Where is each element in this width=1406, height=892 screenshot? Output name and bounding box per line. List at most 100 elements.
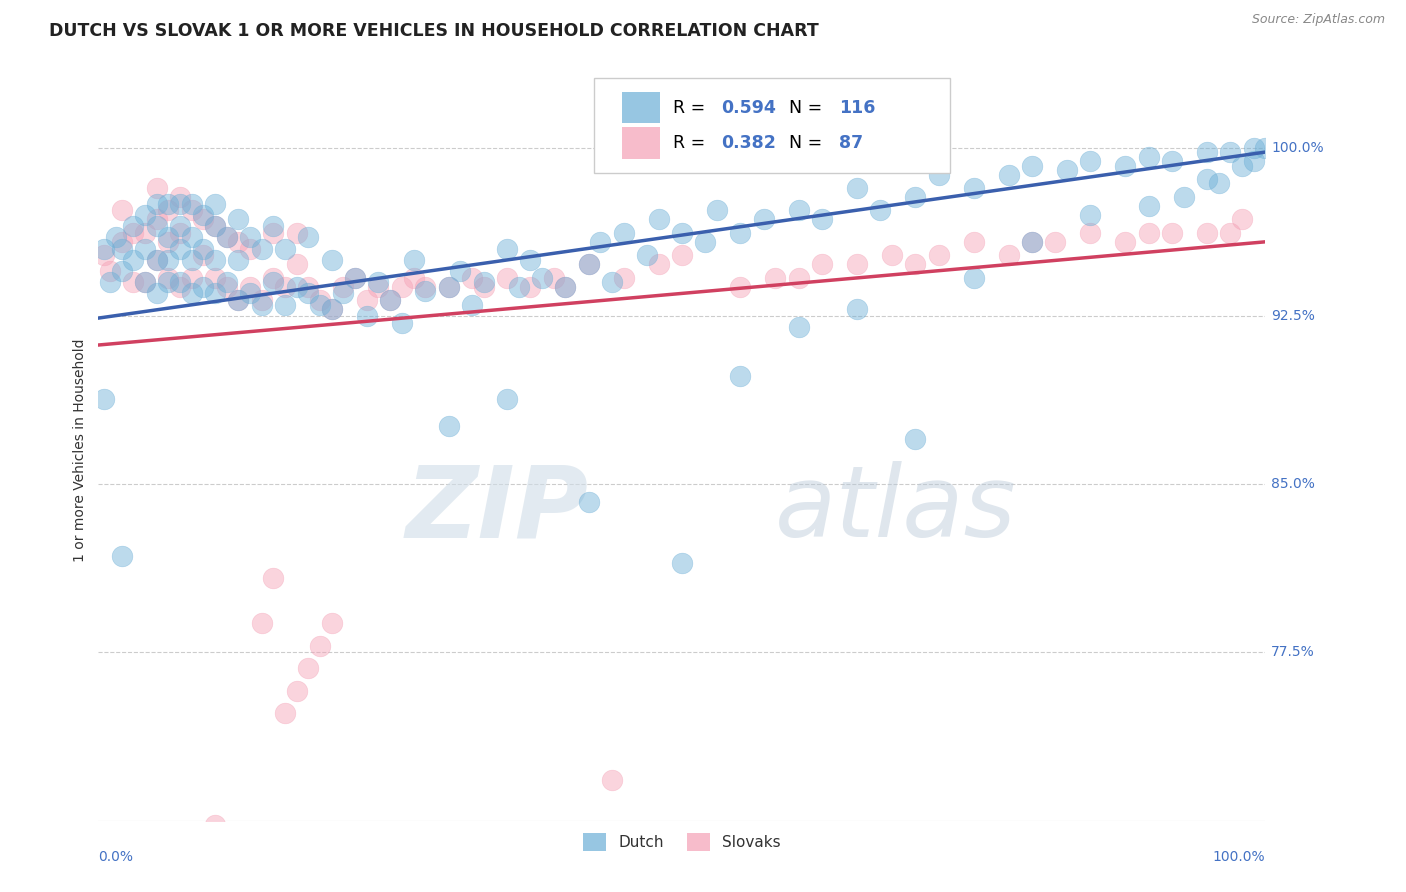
Point [530,270,553,285]
Legend: Dutch, Slovaks: Dutch, Slovaks [576,827,787,857]
Text: atlas: atlas [775,461,1017,558]
Point [962,235,984,249]
Point [204,270,226,285]
Point [146,252,169,267]
Point [321,302,343,317]
Point [134,208,156,222]
Point [180,196,202,211]
Point [134,226,156,240]
Point [437,418,460,433]
Point [146,219,169,233]
Point [204,219,226,233]
Point [1254,140,1277,154]
Point [578,257,600,271]
Point [239,242,262,256]
Point [180,270,202,285]
Point [215,279,238,293]
Point [134,275,156,289]
Point [309,639,332,653]
Point [763,270,786,285]
Point [578,257,600,271]
Point [449,264,471,278]
Point [169,190,191,204]
Point [1208,177,1230,191]
Point [321,252,343,267]
Point [543,270,565,285]
Point [146,252,169,267]
Point [472,275,495,289]
Point [413,284,436,298]
Point [180,252,202,267]
Point [811,212,834,227]
Point [321,302,343,317]
Point [344,270,367,285]
Point [146,212,169,227]
Point [309,293,332,307]
Point [391,279,413,293]
Point [122,219,145,233]
Point [647,212,669,227]
Point [262,270,284,285]
Point [1195,145,1218,159]
Point [880,248,903,262]
Point [997,248,1019,262]
Point [204,252,226,267]
Point [671,556,693,570]
Point [193,208,215,222]
Point [134,242,156,256]
Point [519,252,541,267]
Point [285,279,308,293]
Point [250,616,273,631]
Point [180,286,202,301]
Text: 100.0%: 100.0% [1271,141,1324,154]
Point [262,571,284,585]
Point [706,203,728,218]
Point [1080,208,1102,222]
Point [274,706,297,720]
Point [752,212,775,227]
Point [508,279,530,293]
Text: DUTCH VS SLOVAK 1 OR MORE VEHICLES IN HOUSEHOLD CORRELATION CHART: DUTCH VS SLOVAK 1 OR MORE VEHICLES IN HO… [49,22,818,40]
Point [93,248,115,262]
Point [1219,145,1241,159]
Point [157,252,180,267]
Point [846,181,869,195]
Text: 116: 116 [839,99,876,117]
Text: 100.0%: 100.0% [1213,850,1265,864]
Point [262,226,284,240]
Text: ZIP: ZIP [405,461,589,558]
Point [157,203,180,218]
Point [332,286,354,301]
Point [309,298,332,312]
Point [274,279,297,293]
Point [169,196,191,211]
Point [928,168,950,182]
Point [111,203,134,218]
Point [730,279,752,293]
Point [285,683,308,698]
Point [846,302,869,317]
FancyBboxPatch shape [623,92,659,123]
Point [380,293,402,307]
Point [356,309,378,323]
Point [332,279,354,293]
Point [367,275,389,289]
Point [461,270,484,285]
Point [134,275,156,289]
Point [904,432,927,446]
Text: N =: N = [789,134,828,152]
Point [869,203,891,218]
Point [1114,159,1136,173]
Point [472,279,495,293]
Point [391,316,413,330]
Point [437,279,460,293]
Point [98,264,121,278]
Point [344,270,367,285]
Point [1137,199,1160,213]
Point [111,549,134,563]
Point [1161,226,1184,240]
FancyBboxPatch shape [623,128,659,159]
Point [93,392,115,406]
Point [811,257,834,271]
Point [730,369,752,384]
